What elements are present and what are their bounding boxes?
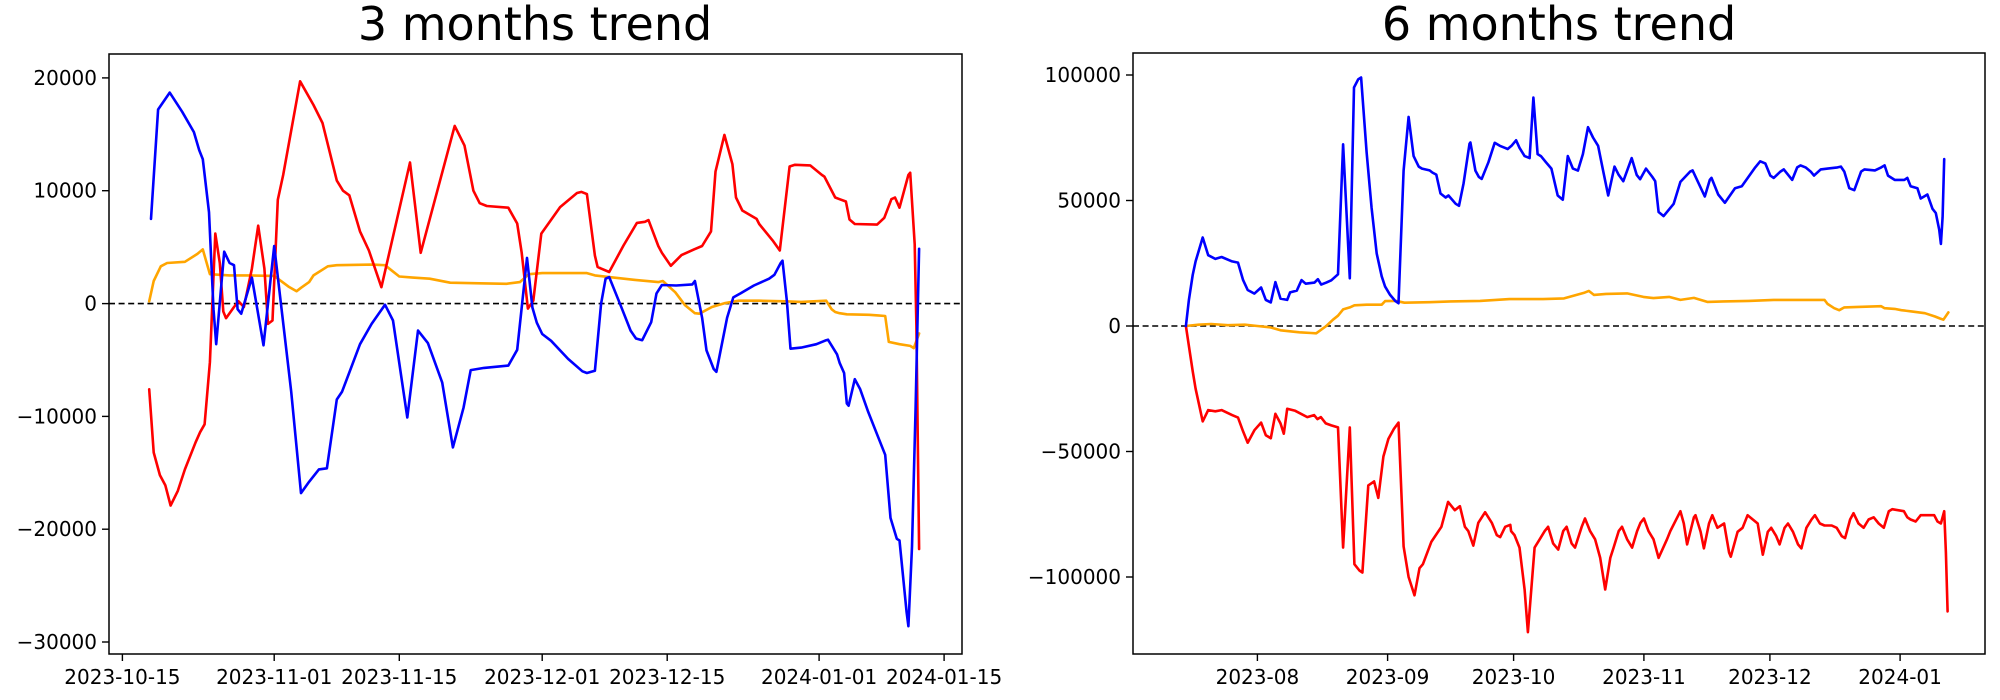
- right-chart-6-months: 6 months trend 2023-08 2023-09 2023-10 2023…: [1028, 0, 1986, 689]
- blue-line: [1184, 76, 1946, 328]
- x-tick-label: 2023-12-15: [609, 665, 725, 689]
- y-tick-label: −100000: [1028, 565, 1121, 589]
- y-tick-label: 0: [1108, 314, 1121, 338]
- x-tick-label: 2024-01: [1858, 665, 1942, 689]
- plot-border: [1132, 52, 1986, 655]
- y-tick-label: 100000: [1045, 63, 1121, 87]
- orange-line: [1184, 289, 1950, 335]
- red-line: [1184, 324, 1949, 634]
- x-tick-label: 2023-12: [1728, 665, 1812, 689]
- y-tick-label: −20000: [17, 517, 97, 541]
- x-tick-label: 2023-10-15: [64, 665, 180, 689]
- left-chart-title: 3 months trend: [358, 0, 712, 51]
- blue-line: [149, 91, 921, 628]
- x-tick-label: 2023-09: [1346, 665, 1430, 689]
- y-tick-label: 20000: [33, 66, 97, 90]
- x-tick-label: 2023-10: [1472, 665, 1556, 689]
- y-tick-label: −10000: [17, 404, 97, 428]
- y-tick-label: 0: [84, 292, 97, 316]
- x-tick-label: 2024-01-15: [886, 665, 1002, 689]
- right-chart-title: 6 months trend: [1382, 0, 1736, 51]
- x-tick-label: 2023-12-01: [484, 665, 600, 689]
- y-tick-label: −50000: [1041, 440, 1121, 464]
- plot-border: [108, 53, 963, 655]
- y-tick-label: −30000: [17, 630, 97, 654]
- x-tick-label: 2023-08: [1216, 665, 1300, 689]
- left-chart-3-months: 3 months trend 2023-10-15 2023-11-01 2023-…: [17, 0, 1003, 689]
- x-tick-label: 2023-11-01: [216, 665, 332, 689]
- y-tick-label: 10000: [33, 179, 97, 203]
- x-tick-label: 2023-11: [1602, 665, 1686, 689]
- x-tick-label: 2023-11-15: [341, 665, 457, 689]
- x-tick-label: 2024-01-01: [761, 665, 877, 689]
- y-tick-label: 50000: [1057, 189, 1121, 213]
